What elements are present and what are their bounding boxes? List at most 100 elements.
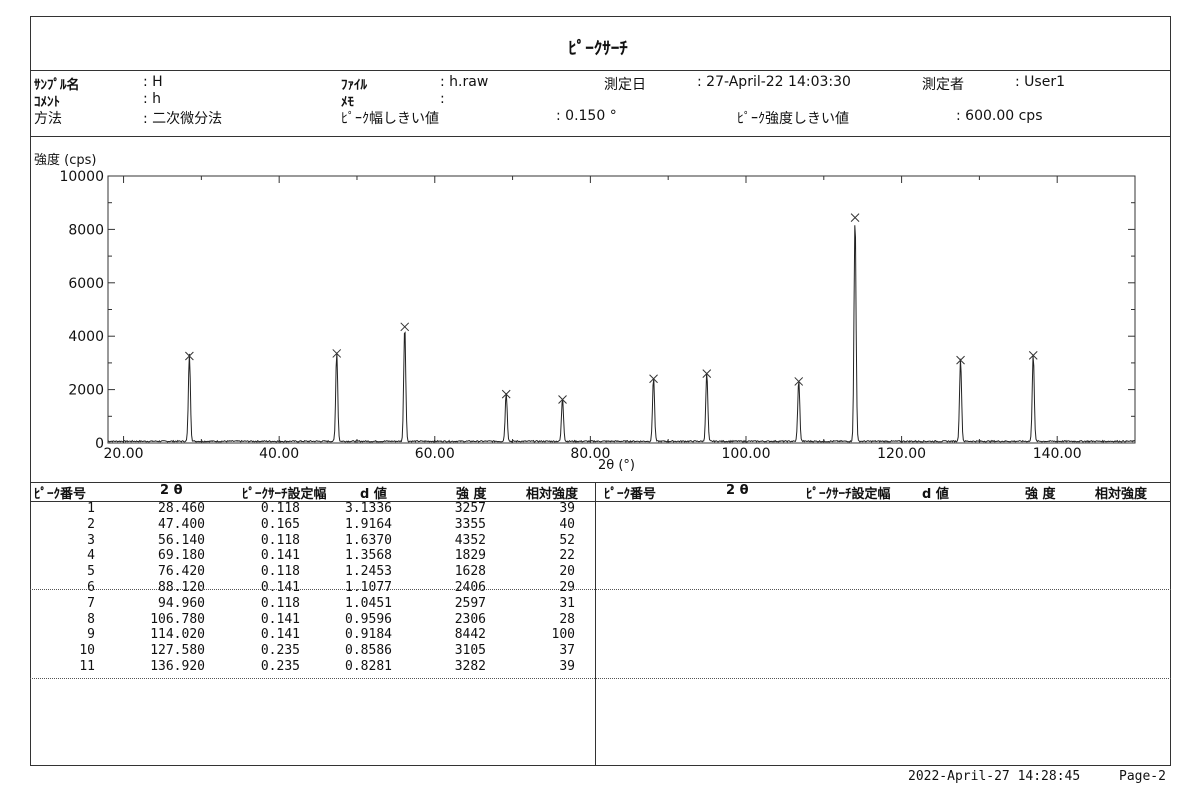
peak-marker-11 xyxy=(1028,351,1038,360)
table-row-4-col-0: 4 xyxy=(87,548,95,564)
sample-label: ｻﾝﾌﾟﾙ名 xyxy=(34,78,80,93)
table-row-7-col-3: 1.0451 xyxy=(345,595,392,611)
file-value: : h.raw xyxy=(440,74,489,90)
peak-marker-9 xyxy=(850,213,860,222)
table-row-7-col-5: 31 xyxy=(559,595,575,611)
y-tick-label-3: 6000 xyxy=(68,276,104,292)
intensity-threshold-value: : 600.00 cps xyxy=(956,108,1043,124)
table-row-8-col-3: 0.9596 xyxy=(345,611,392,627)
x-tick-label-3: 80.00 xyxy=(570,446,610,462)
x-tick-label-2: 60.00 xyxy=(415,446,455,462)
intensity-threshold-label: ﾋﾟｰｸ強度しきい値 xyxy=(737,111,849,127)
x-axis-label: 2θ (°) xyxy=(598,458,636,473)
table-row-5-col-4: 1628 xyxy=(454,564,486,580)
table-row-3-col-4: 4352 xyxy=(454,532,486,548)
table-row-4-col-5: 22 xyxy=(559,548,575,564)
table-center-divider xyxy=(595,482,596,766)
peak-marker-1 xyxy=(185,351,194,361)
table-row-9-col-5: 100 xyxy=(551,627,575,643)
report-title: ﾋﾟｰｸｻｰﾁ xyxy=(568,39,628,59)
table-row-5-col-5: 20 xyxy=(559,564,575,580)
table-row-8-col-0: 8 xyxy=(87,611,95,627)
left-header-4: 強 度 xyxy=(456,487,487,502)
peak-marker-10 xyxy=(956,355,965,365)
table-row-2-col-1: 47.400 xyxy=(158,516,205,532)
x-tick-label-1: 40.00 xyxy=(259,446,299,462)
width-threshold-label: ﾋﾟｰｸ幅しきい値 xyxy=(341,111,439,127)
file-label: ﾌｧｲﾙ xyxy=(341,78,367,93)
table-row-2-col-4: 3355 xyxy=(454,516,486,532)
table-row-10-col-1: 127.580 xyxy=(150,643,205,659)
left-header-5: 相対強度 xyxy=(526,487,579,502)
table-row-7-col-1: 94.960 xyxy=(158,595,205,611)
table-row-8-col-2: 0.141 xyxy=(260,611,300,627)
table-row-2-col-0: 2 xyxy=(87,516,95,532)
table-row-3-col-1: 56.140 xyxy=(158,532,205,548)
table-row-6-col-3: 1.1077 xyxy=(345,580,392,595)
right-header-4: 強 度 xyxy=(1025,487,1056,502)
table-row-7-col-0: 7 xyxy=(87,595,95,611)
operator-label: 測定者 xyxy=(922,77,964,93)
left-header-3: d 値 xyxy=(360,487,387,502)
table-row-10-col-3: 0.8586 xyxy=(345,643,392,659)
x-tick-label-0: 20.00 xyxy=(104,446,144,462)
table-row-6-col-4: 2406 xyxy=(454,580,486,595)
table-row-1-col-4: 3257 xyxy=(454,501,486,516)
table-row-9-col-0: 9 xyxy=(87,627,95,643)
table-row-5-col-0: 5 xyxy=(87,564,95,580)
table-row-6-col-1: 88.120 xyxy=(158,580,205,595)
left-header-1: 2 θ xyxy=(160,483,183,498)
left-header-0: ﾋﾟｰｸ番号 xyxy=(34,487,87,502)
peak-marker-6 xyxy=(649,374,658,384)
table-row-11-col-2: 0.235 xyxy=(260,659,300,674)
y-tick-label-2: 4000 xyxy=(68,329,104,345)
table-row-8-col-1: 106.780 xyxy=(150,611,205,627)
right-header-0: ﾋﾟｰｸ番号 xyxy=(604,487,657,502)
table-row-3-col-2: 0.118 xyxy=(260,532,300,548)
peak-marker-2 xyxy=(332,349,342,358)
table-row-9-col-1: 114.020 xyxy=(150,627,205,643)
comment-label: ｺﾒﾝﾄ xyxy=(34,95,60,110)
table-row-9-col-2: 0.141 xyxy=(260,627,300,643)
table-row-11-col-5: 39 xyxy=(559,659,575,674)
right-header-1: 2 θ xyxy=(726,483,749,498)
right-header-2: ﾋﾟｰｸｻｰﾁ設定幅 xyxy=(806,487,891,502)
table-row-7-col-2: 0.118 xyxy=(260,595,300,611)
table-row-5-col-1: 76.420 xyxy=(158,564,205,580)
x-tick-label-4: 100.00 xyxy=(721,446,770,462)
memo-label: ﾒﾓ xyxy=(341,95,354,110)
peak-marker-4 xyxy=(501,389,511,399)
table-row-4-col-4: 1829 xyxy=(454,548,486,564)
table-row-3-col-5: 52 xyxy=(559,532,575,548)
table-row-8-col-4: 2306 xyxy=(454,611,486,627)
table-row-6-col-2: 0.141 xyxy=(260,580,300,595)
table-row-10-col-4: 3105 xyxy=(454,643,486,659)
table-row-3-col-3: 1.6370 xyxy=(345,532,392,548)
footer-page: Page-2 xyxy=(1119,769,1166,784)
xrd-chart: 0 2000 4000 6000 8000 10000 20.00 40.00 60.00 80.… xyxy=(59,169,1136,462)
table-row-4-col-3: 1.3568 xyxy=(345,548,392,564)
right-header-3: d 値 xyxy=(922,487,949,502)
group-divider-2 xyxy=(30,678,1171,679)
right-header-5: 相対強度 xyxy=(1095,487,1148,502)
y-tick-label-5: 10000 xyxy=(59,169,104,185)
table-row-9-col-4: 8442 xyxy=(454,627,486,643)
table-row-11-col-1: 136.920 xyxy=(150,659,205,674)
table-row-7-col-4: 2597 xyxy=(454,595,486,611)
date-value: : 27-April-22 14:03:30 xyxy=(697,74,851,90)
table-row-6-col-5: 29 xyxy=(559,580,575,595)
y-axis-label: 強度 (cps) xyxy=(34,153,97,168)
sample-value: : H xyxy=(143,74,163,90)
table-top-line xyxy=(30,482,1171,483)
table-row-2-col-2: 0.165 xyxy=(260,516,300,532)
peak-marker-8 xyxy=(794,377,804,386)
operator-value: : User1 xyxy=(1015,74,1065,90)
y-tick-label-4: 8000 xyxy=(68,222,104,238)
table-row-1-col-0: 1 xyxy=(87,501,95,516)
width-threshold-value: : 0.150 ° xyxy=(556,108,617,124)
left-header-2: ﾋﾟｰｸｻｰﾁ設定幅 xyxy=(242,487,327,502)
table-row-11-col-4: 3282 xyxy=(454,659,486,674)
method-label: 方法 xyxy=(34,111,62,127)
table-row-4-col-1: 69.180 xyxy=(158,548,205,564)
table-header-line xyxy=(30,501,1171,502)
